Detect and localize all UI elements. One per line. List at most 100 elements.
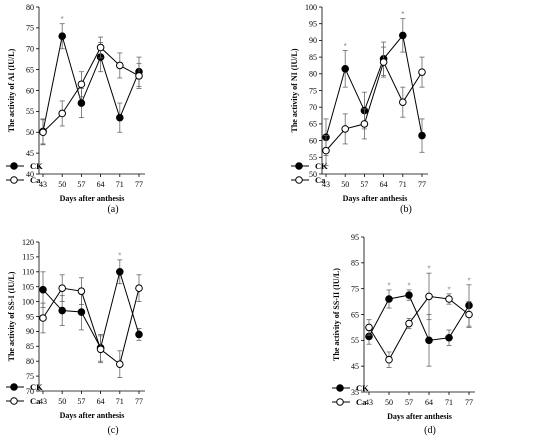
y-tick-label: 120 [22, 238, 34, 247]
x-tick-label: 71 [116, 180, 124, 189]
y-axis-label: The activity of AI (IU/L) [7, 48, 16, 132]
data-point [385, 355, 393, 364]
x-axis-label: Days after anthesis [60, 411, 125, 420]
y-tick-label: 90 [26, 327, 34, 336]
data-point [58, 284, 67, 292]
data-point [405, 319, 413, 328]
data-point [77, 80, 86, 89]
data-point [77, 99, 86, 107]
legend-label: CK [356, 383, 369, 393]
series-ck [39, 259, 143, 362]
data-point [39, 128, 47, 137]
x-tick-label: 43 [39, 180, 47, 189]
y-tick-label: 80 [309, 70, 317, 79]
y-tick-label: 35 [351, 388, 359, 397]
data-point [405, 291, 413, 299]
chart-panel-4: 35 45 55 65 75 85 95 43 50 57 64 71 77 The activity o… [332, 233, 475, 436]
x-tick-label: 57 [405, 398, 413, 407]
y-tick-label: 85 [26, 342, 34, 351]
y-tick-label: 100 [305, 3, 317, 12]
legend-marker [10, 397, 18, 405]
y-tick-label: 110 [22, 268, 34, 277]
y-tick-label: 75 [26, 372, 34, 381]
panel-label: (c) [107, 425, 118, 436]
legend-marker [10, 162, 18, 170]
x-tick-label: 77 [135, 180, 143, 189]
x-tick-label: 43 [322, 180, 330, 189]
data-point [77, 308, 86, 316]
data-point [360, 120, 369, 128]
y-axis-label: The activity of NI (IU/L) [290, 48, 299, 132]
x-tick-label: 57 [360, 180, 368, 189]
x-tick-label: 57 [77, 397, 85, 406]
data-point [385, 295, 393, 303]
significance-marker: * [401, 10, 404, 19]
data-point [418, 131, 426, 140]
series-line [42, 269, 140, 350]
series-ca [322, 46, 426, 167]
significance-marker: * [61, 15, 64, 24]
data-point [341, 64, 350, 73]
series-line [368, 295, 470, 361]
data-point [96, 345, 105, 354]
legend-label: Ca [30, 396, 41, 406]
y-tick-label: 50 [309, 170, 317, 179]
panel-label: (a) [107, 204, 118, 215]
panel-label: (b) [400, 204, 412, 215]
legend-marker [336, 384, 344, 392]
series-line [325, 34, 423, 138]
chart-panel-2: 50 55 60 65 70 75 80 85 90 95 100 43 50 57 64 71 77 The a… [290, 3, 428, 215]
legend-marker [10, 383, 18, 391]
data-point [96, 43, 105, 52]
y-tick-label: 105 [22, 283, 34, 292]
x-tick-label: 43 [39, 397, 47, 406]
y-tick-label: 85 [351, 259, 359, 268]
data-point [445, 295, 453, 303]
y-tick-label: 55 [351, 336, 359, 345]
data-point [116, 61, 124, 70]
data-point [58, 32, 67, 41]
x-tick-label: 50 [385, 398, 393, 407]
series-ck [322, 18, 426, 157]
data-point [399, 31, 407, 40]
legend-label: Ca [315, 175, 326, 185]
series-ck [39, 23, 143, 145]
significance-marker: * [447, 285, 450, 294]
x-tick-label: 64 [97, 397, 105, 406]
data-point [39, 314, 47, 322]
legend-marker [336, 398, 344, 406]
x-tick-label: 43 [365, 398, 373, 407]
data-point [39, 285, 47, 294]
y-tick-label: 70 [26, 45, 34, 54]
x-tick-label: 64 [380, 180, 388, 189]
data-point [379, 58, 388, 66]
series-line [325, 60, 423, 151]
y-tick-label: 45 [351, 362, 359, 371]
y-tick-label: 100 [22, 297, 34, 306]
y-tick-label: 60 [309, 136, 317, 145]
data-point [465, 310, 473, 319]
series-ca [39, 36, 143, 146]
y-tick-label: 95 [26, 312, 34, 321]
significance-marker: * [344, 42, 347, 51]
y-tick-label: 50 [26, 128, 34, 137]
series-line [368, 294, 470, 341]
data-point [135, 72, 143, 80]
y-tick-label: 55 [309, 153, 317, 162]
y-tick-label: 85 [309, 53, 317, 62]
data-point [135, 284, 143, 292]
legend-label: CK [315, 161, 328, 171]
data-point [445, 333, 453, 342]
x-tick-label: 50 [341, 180, 349, 189]
x-tick-label: 77 [465, 398, 473, 407]
data-point [425, 292, 433, 301]
y-axis-label: The activity of SS-I (IU/L) [7, 271, 16, 361]
y-tick-label: 80 [26, 357, 34, 366]
data-point [135, 330, 143, 339]
significance-marker: * [407, 281, 410, 290]
data-point [58, 109, 67, 118]
y-tick-label: 55 [26, 107, 34, 116]
y-tick-label: 80 [26, 3, 34, 12]
x-tick-label: 57 [77, 180, 85, 189]
data-point [425, 336, 433, 345]
